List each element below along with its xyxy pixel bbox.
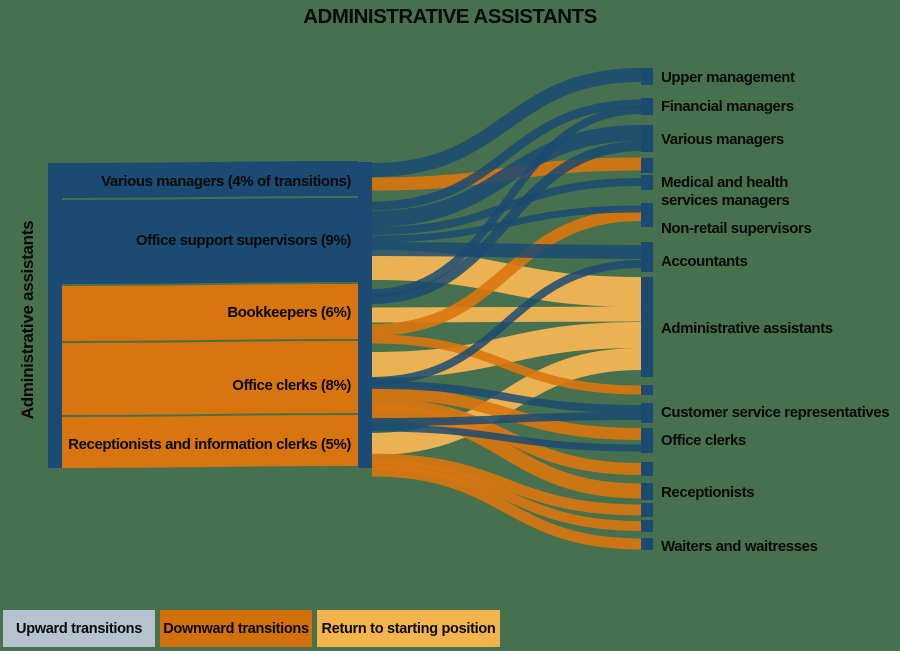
flow-link-down-12 [371,465,642,550]
flow-band-4 [61,415,359,468]
band-label-2: Bookkeepers (6%) [227,304,351,321]
band-label-1: Office support supervisors (9%) [136,232,352,249]
source-node-bar [48,163,62,468]
flow-link-down-10 [371,453,642,516]
middle-node-bar [358,162,372,468]
dest-label-7: Administrative assistants [661,320,833,337]
dest-node-bar-7 [641,277,653,377]
dest-node-bar-13 [641,503,653,517]
dest-node-bar-15 [641,538,653,550]
legend: Upward transitions Downward transitions … [3,610,500,647]
dest-label-12: Receptionists [661,484,754,501]
flow-link-up-18 [371,178,642,235]
flow-link-down-11 [371,460,642,531]
dest-node-bar-10 [641,428,653,453]
flow-link-up-15 [371,106,642,297]
flow-link-down-7 [371,387,642,440]
dest-node-bar-4 [641,175,653,190]
dest-node-bar-1 [641,98,653,115]
dest-node-bar-12 [641,483,653,500]
dest-label-15: Waiters and waitresses [661,538,818,555]
flow-link-down-9 [371,404,642,499]
dest-label-9: Customer service representatives [661,404,889,421]
flow-link-down-5 [371,209,642,336]
dest-label-4: Medical and health services managers [661,174,789,209]
flow-link-return-1 [371,306,642,323]
band-label-4: Receptionists and information clerks (5%… [68,436,351,453]
dest-node-bar-14 [641,520,653,532]
dest-node-bar-2 [641,125,653,152]
dest-label-0: Upper management [661,69,795,86]
flow-link-up-21 [371,260,642,385]
flow-band-0 [61,161,359,198]
dest-node-bar-0 [641,68,653,85]
flow-link-up-13 [371,68,642,177]
dest-node-bar-9 [641,403,653,423]
dest-label-10: Office clerks [661,432,746,449]
band-label-0: Various managers (4% of transitions) [101,173,351,190]
flow-link-down-6 [371,334,642,395]
dest-label-1: Financial managers [661,98,794,115]
dest-node-bar-6 [641,242,653,272]
flow-link-up-22 [371,381,642,413]
dest-node-bar-8 [641,385,653,395]
flow-link-return-3 [371,348,642,455]
band-label-3: Office clerks (8%) [232,377,351,394]
legend-downward-transitions: Downward transitions [160,610,312,647]
flow-link-up-20 [371,242,642,259]
flow-link-up-14 [371,99,642,211]
flow-link-up-23 [371,412,642,426]
flow-band-1 [61,198,359,284]
legend-return-to-start: Return to starting position [317,610,500,647]
dest-node-bar-5 [641,203,653,227]
legend-upward-transitions: Upward transitions [3,610,155,647]
dest-label-5: Non-retail supervisors [661,220,811,237]
flow-link-up-24 [371,424,642,452]
dest-node-bar-11 [641,462,653,476]
flow-link-return-2 [371,322,642,378]
flow-link-up-16 [371,125,642,227]
flow-link-up-19 [371,205,642,243]
flow-band-3 [61,341,359,415]
dest-label-2: Various managers [661,131,784,148]
flow-band-2 [61,284,359,341]
dest-node-bar-3 [641,158,653,173]
dest-label-6: Accountants [661,253,748,270]
chart-title: ADMINISTRATIVE ASSISTANTS [303,5,597,28]
